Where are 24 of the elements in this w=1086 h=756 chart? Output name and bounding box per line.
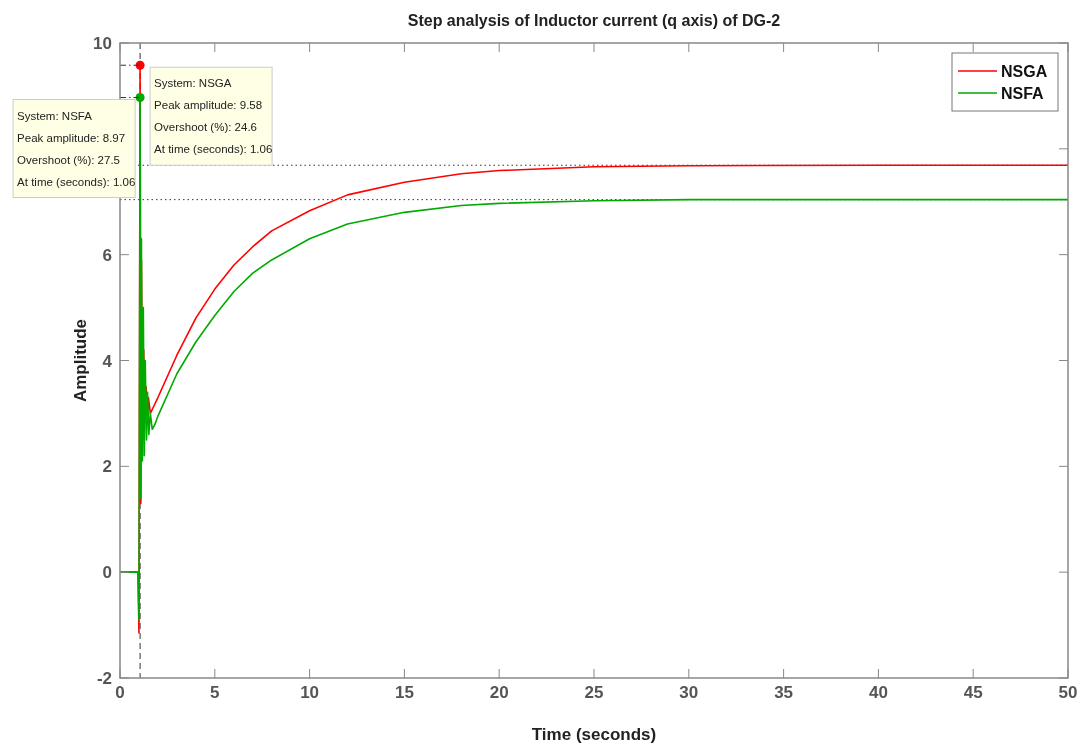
x-tick-label: 10 bbox=[300, 683, 320, 702]
x-tick-label: 15 bbox=[394, 683, 414, 702]
annotation: System: NSGA Peak amplitude: 9.58 Overshoot (%): 24.6 At time (seconds): 1.06 bbox=[154, 77, 273, 156]
y-tick-label: 2 bbox=[102, 457, 112, 477]
y-axis-title: Amplitude bbox=[71, 318, 90, 403]
x-tick-label: 20 bbox=[489, 683, 509, 702]
y-tick-label: 6 bbox=[102, 245, 112, 265]
x-tick-label: 25 bbox=[584, 683, 604, 702]
legend-label: NSFA bbox=[1001, 85, 1045, 102]
y-tick-label: 10 bbox=[93, 34, 112, 53]
x-tick-label: 45 bbox=[963, 683, 983, 702]
x-tick-label: 40 bbox=[868, 683, 888, 702]
x-tick-label: 5 bbox=[210, 683, 220, 702]
y-tick-label: 4 bbox=[102, 351, 113, 371]
y-tick-label: 0 bbox=[102, 563, 112, 583]
x-tick-label: 50 bbox=[1058, 683, 1078, 702]
legend-label: NSGA bbox=[1001, 63, 1048, 80]
x-tick-label: 35 bbox=[774, 683, 794, 702]
x-tick-label: 0 bbox=[115, 683, 125, 702]
annotation: System: NSFA Peak amplitude: 8.97 Overshoot (%): 27.5 At time (seconds): 1.06 bbox=[17, 109, 136, 188]
x-axis-title: Time (seconds) bbox=[531, 725, 657, 744]
y-tick-label: -2 bbox=[96, 669, 112, 688]
x-tick-label: 30 bbox=[679, 683, 699, 702]
chart-title: Step analysis of Inductor current (q axis) of DG-2 bbox=[407, 12, 781, 29]
